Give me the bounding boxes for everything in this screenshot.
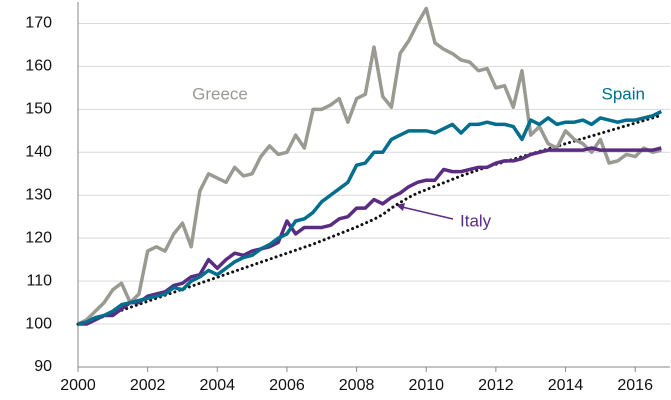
series-label: Greece [192, 84, 248, 103]
x-tick-label: 2004 [199, 377, 235, 394]
series-line [77, 109, 663, 326]
x-tick-label: 2014 [548, 377, 584, 394]
x-tick-label: 2012 [478, 377, 514, 394]
series-label: Italy [460, 211, 492, 230]
y-tick-label: 90 [34, 358, 52, 375]
y-tick-label: 100 [25, 315, 52, 332]
y-tick-label: 140 [25, 144, 52, 161]
y-tick-label: 170 [25, 15, 52, 32]
series-line [77, 6, 662, 326]
x-tick-label: 2002 [130, 377, 166, 394]
series-line [78, 146, 662, 326]
y-tick-label: 160 [25, 58, 52, 75]
trend-line [76, 113, 663, 326]
x-tick-label: 2008 [339, 377, 375, 394]
x-tick-label: 2016 [617, 377, 653, 394]
series-label: Spain [602, 84, 645, 103]
x-tick-label: 2000 [60, 377, 96, 394]
italy-arrow [401, 206, 454, 220]
x-tick-label: 2010 [408, 377, 444, 394]
y-tick-label: 150 [25, 101, 52, 118]
y-tick-label: 130 [25, 186, 52, 203]
y-tick-label: 110 [26, 272, 52, 289]
y-tick-label: 120 [25, 229, 52, 246]
x-tick-label: 2006 [269, 377, 305, 394]
